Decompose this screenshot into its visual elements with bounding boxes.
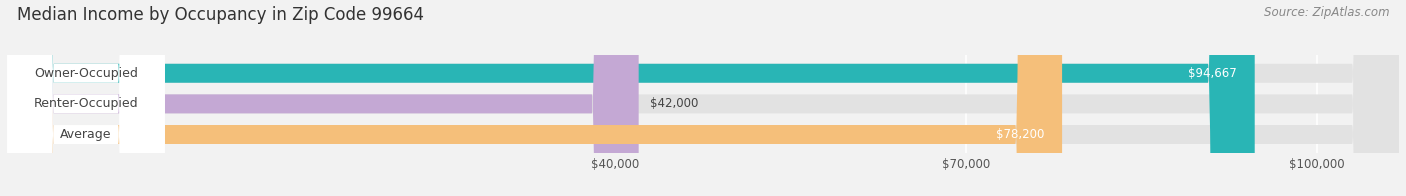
Text: Average: Average <box>60 128 111 141</box>
FancyBboxPatch shape <box>7 0 1399 196</box>
FancyBboxPatch shape <box>7 0 1062 196</box>
Text: Median Income by Occupancy in Zip Code 99664: Median Income by Occupancy in Zip Code 9… <box>17 6 423 24</box>
FancyBboxPatch shape <box>7 0 1399 196</box>
FancyBboxPatch shape <box>7 0 165 196</box>
Text: $94,667: $94,667 <box>1188 67 1237 80</box>
FancyBboxPatch shape <box>7 0 1399 196</box>
Text: Owner-Occupied: Owner-Occupied <box>34 67 138 80</box>
Text: Source: ZipAtlas.com: Source: ZipAtlas.com <box>1264 6 1389 19</box>
Text: Renter-Occupied: Renter-Occupied <box>34 97 138 110</box>
FancyBboxPatch shape <box>7 0 165 196</box>
Text: $42,000: $42,000 <box>651 97 699 110</box>
Text: $78,200: $78,200 <box>997 128 1045 141</box>
FancyBboxPatch shape <box>7 0 165 196</box>
FancyBboxPatch shape <box>7 0 1254 196</box>
FancyBboxPatch shape <box>7 0 638 196</box>
